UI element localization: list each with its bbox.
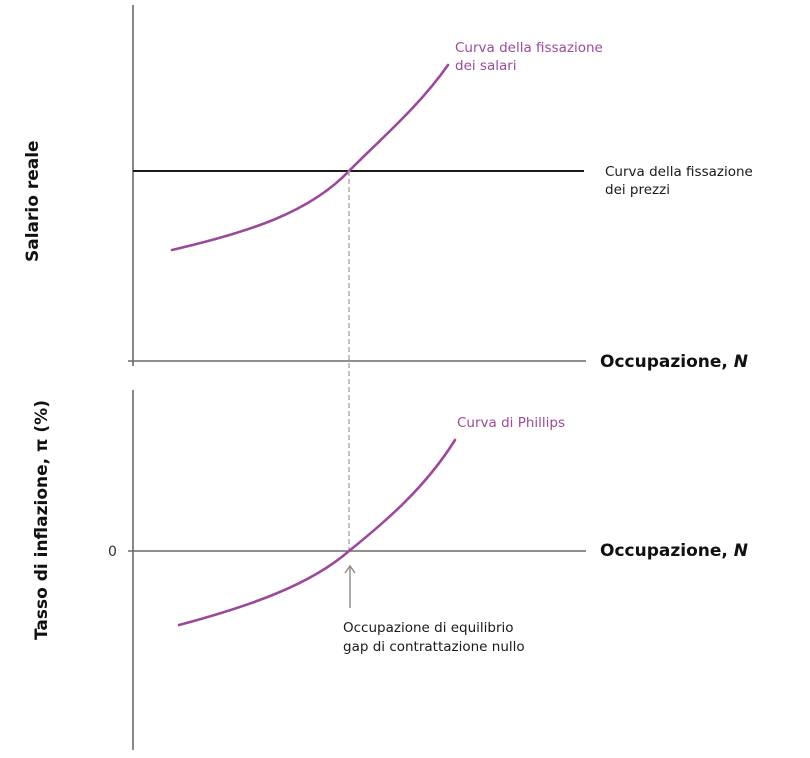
bottom-x-axis-var: N [734, 541, 748, 561]
wage-curve-label-2: dei salari [455, 58, 517, 74]
top-x-axis-var: N [734, 352, 748, 372]
price-curve-label-2: dei prezzi [605, 182, 670, 198]
wage-curve-label-1: Curva della fissazione [455, 40, 603, 56]
phillips-curve-label: Curva di Phillips [457, 415, 565, 431]
zero-tick-label: 0 [108, 544, 117, 560]
bottom-x-axis-title: Occupazione, N [600, 541, 748, 561]
equilibrium-arrow-icon [344, 564, 356, 608]
bottom-y-axis-title: Tasso di inflazione, π (%) [32, 400, 52, 640]
phillips-curve [177, 438, 457, 627]
top-panel: Curva della fissazione dei salari Curva … [23, 5, 753, 372]
equilibrium-annotation-2: gap di contrattazione nullo [343, 639, 525, 655]
bottom-panel: 0 Curva di Phillips Occupazione di equil… [32, 390, 748, 750]
top-x-axis-title-text: Occupazione, [600, 352, 734, 372]
top-x-axis-title: Occupazione, N [600, 352, 748, 372]
wage-setting-curve [170, 63, 450, 252]
equilibrium-annotation-1: Occupazione di equilibrio [343, 620, 514, 636]
top-y-axis-title: Salario reale [23, 140, 43, 262]
price-curve-label-1: Curva della fissazione [605, 164, 753, 180]
bottom-x-axis-title-text: Occupazione, [600, 541, 734, 561]
